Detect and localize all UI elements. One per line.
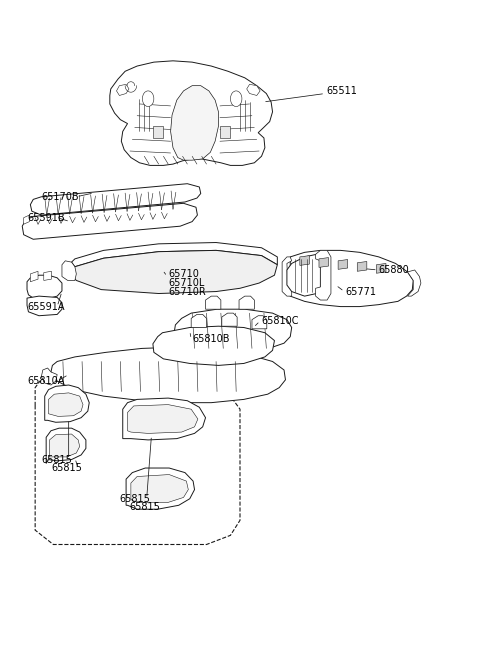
Polygon shape (287, 254, 321, 296)
Polygon shape (24, 215, 29, 224)
Text: 65815: 65815 (129, 502, 160, 512)
Polygon shape (408, 270, 421, 296)
Polygon shape (239, 296, 254, 309)
Polygon shape (49, 434, 80, 457)
Text: 65815: 65815 (120, 494, 150, 504)
Polygon shape (46, 428, 86, 464)
Polygon shape (44, 271, 51, 280)
Text: 65810B: 65810B (192, 334, 229, 345)
Circle shape (230, 91, 242, 107)
Text: 65810A: 65810A (27, 376, 64, 386)
Text: 65170B: 65170B (41, 192, 79, 202)
Text: 65511: 65511 (326, 86, 357, 96)
Polygon shape (174, 309, 292, 352)
Polygon shape (30, 183, 201, 215)
Polygon shape (282, 257, 292, 296)
Polygon shape (153, 326, 275, 365)
Polygon shape (110, 61, 273, 166)
Polygon shape (117, 84, 129, 96)
Polygon shape (357, 261, 367, 271)
Polygon shape (252, 316, 267, 329)
Polygon shape (338, 259, 348, 269)
Polygon shape (70, 250, 277, 293)
Text: 65710R: 65710R (168, 287, 206, 297)
Polygon shape (319, 257, 328, 267)
Polygon shape (284, 250, 413, 307)
Polygon shape (131, 475, 188, 502)
Polygon shape (45, 385, 89, 422)
Polygon shape (51, 347, 286, 403)
Polygon shape (27, 296, 62, 316)
Polygon shape (191, 314, 206, 328)
Text: 65591A: 65591A (27, 301, 64, 312)
Polygon shape (316, 250, 331, 300)
Text: 65815: 65815 (41, 455, 72, 464)
Polygon shape (72, 242, 277, 267)
Polygon shape (220, 126, 230, 138)
Polygon shape (48, 393, 83, 417)
Polygon shape (41, 368, 57, 385)
Text: 65771: 65771 (345, 286, 376, 297)
Text: 65880: 65880 (379, 265, 409, 275)
Polygon shape (247, 84, 260, 96)
Polygon shape (222, 313, 237, 326)
Text: 65710: 65710 (168, 269, 199, 279)
Polygon shape (126, 468, 194, 509)
Text: 65710L: 65710L (168, 278, 204, 288)
Polygon shape (123, 398, 205, 440)
Text: 65815: 65815 (51, 463, 82, 473)
Polygon shape (170, 86, 218, 160)
Polygon shape (300, 255, 310, 265)
Text: 65591B: 65591B (27, 213, 65, 223)
Polygon shape (22, 203, 197, 239)
Circle shape (143, 91, 154, 107)
Polygon shape (62, 261, 76, 280)
Polygon shape (30, 271, 38, 282)
Polygon shape (205, 296, 221, 309)
Polygon shape (153, 126, 163, 138)
Polygon shape (35, 381, 240, 544)
Polygon shape (376, 263, 386, 273)
Polygon shape (27, 275, 62, 299)
Text: 65810C: 65810C (262, 316, 299, 326)
Polygon shape (128, 405, 198, 434)
